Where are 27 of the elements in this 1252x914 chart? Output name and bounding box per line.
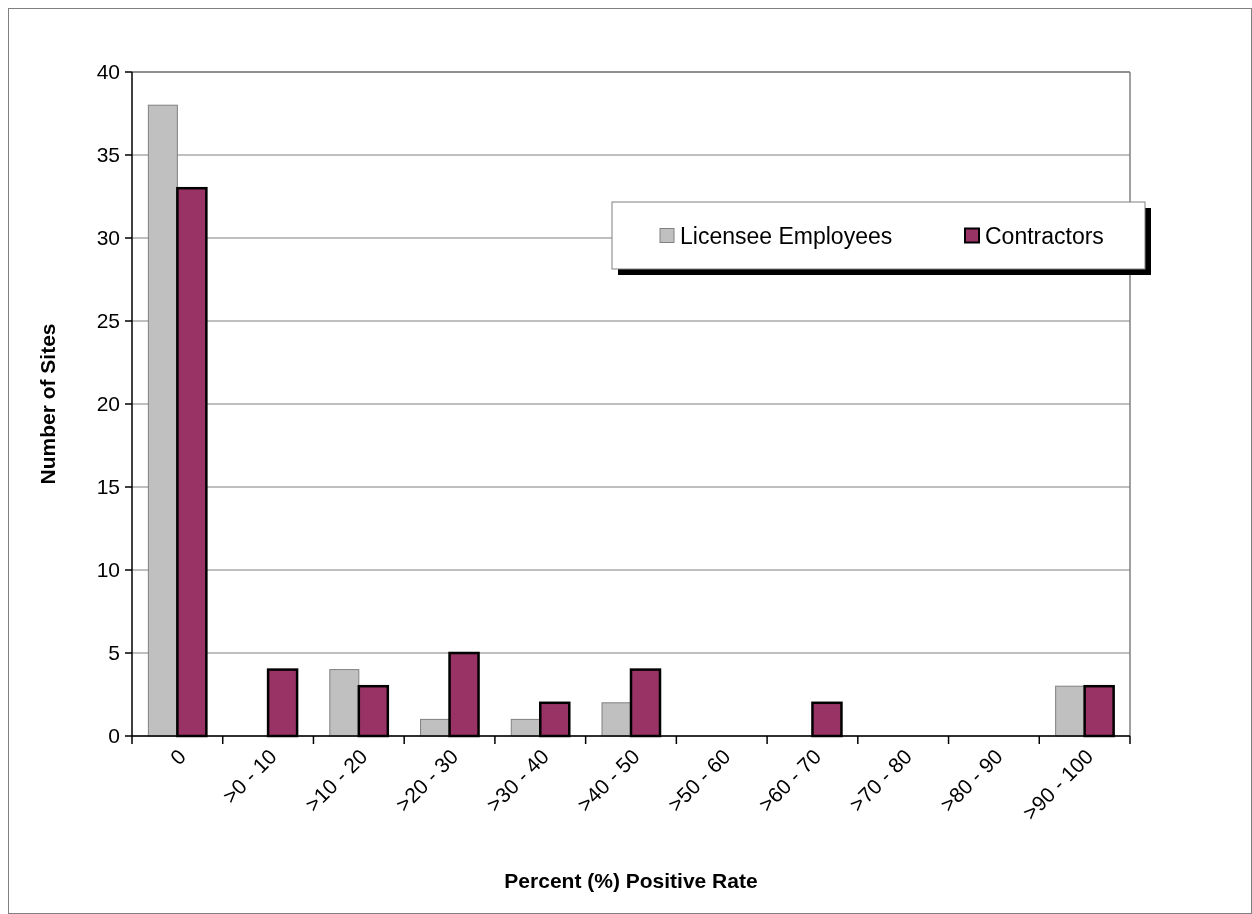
legend-label: Licensee Employees [680,222,893,249]
y-tick-label: 35 [96,143,120,167]
bar [329,669,360,737]
y-tick-label: 20 [96,392,120,416]
y-tick-label: 0 [108,724,120,748]
x-tick-label: >50 - 60 [663,744,735,816]
y-tick-label: 10 [96,558,120,582]
x-tick-label: >30 - 40 [481,744,554,816]
x-axis-title: Percent (%) Positive Rate [504,869,758,892]
x-tick-label: >70 - 80 [844,744,917,816]
y-axis-title: Number of Sites [36,323,59,485]
x-tick-label: 0 [165,744,191,770]
x-tick-label: >20 - 30 [391,744,463,816]
x-tick-label: >90 - 100 [1018,744,1098,824]
x-tick-label: >40 - 50 [572,744,644,816]
y-tick-label: 25 [96,309,120,333]
y-tick-label: 40 [96,60,120,84]
y-tick-label: 30 [96,226,120,250]
bar [1055,685,1086,737]
x-tick-label: >0 - 10 [218,744,281,808]
y-tick-label: 5 [108,641,120,665]
y-tick-label: 15 [96,475,120,499]
x-tick-label: >60 - 70 [754,744,826,816]
legend-label: Contractors [985,222,1104,249]
x-tick-label: >80 - 90 [935,744,1007,816]
x-tick-label: >10 - 20 [300,744,372,816]
bar [601,702,632,737]
